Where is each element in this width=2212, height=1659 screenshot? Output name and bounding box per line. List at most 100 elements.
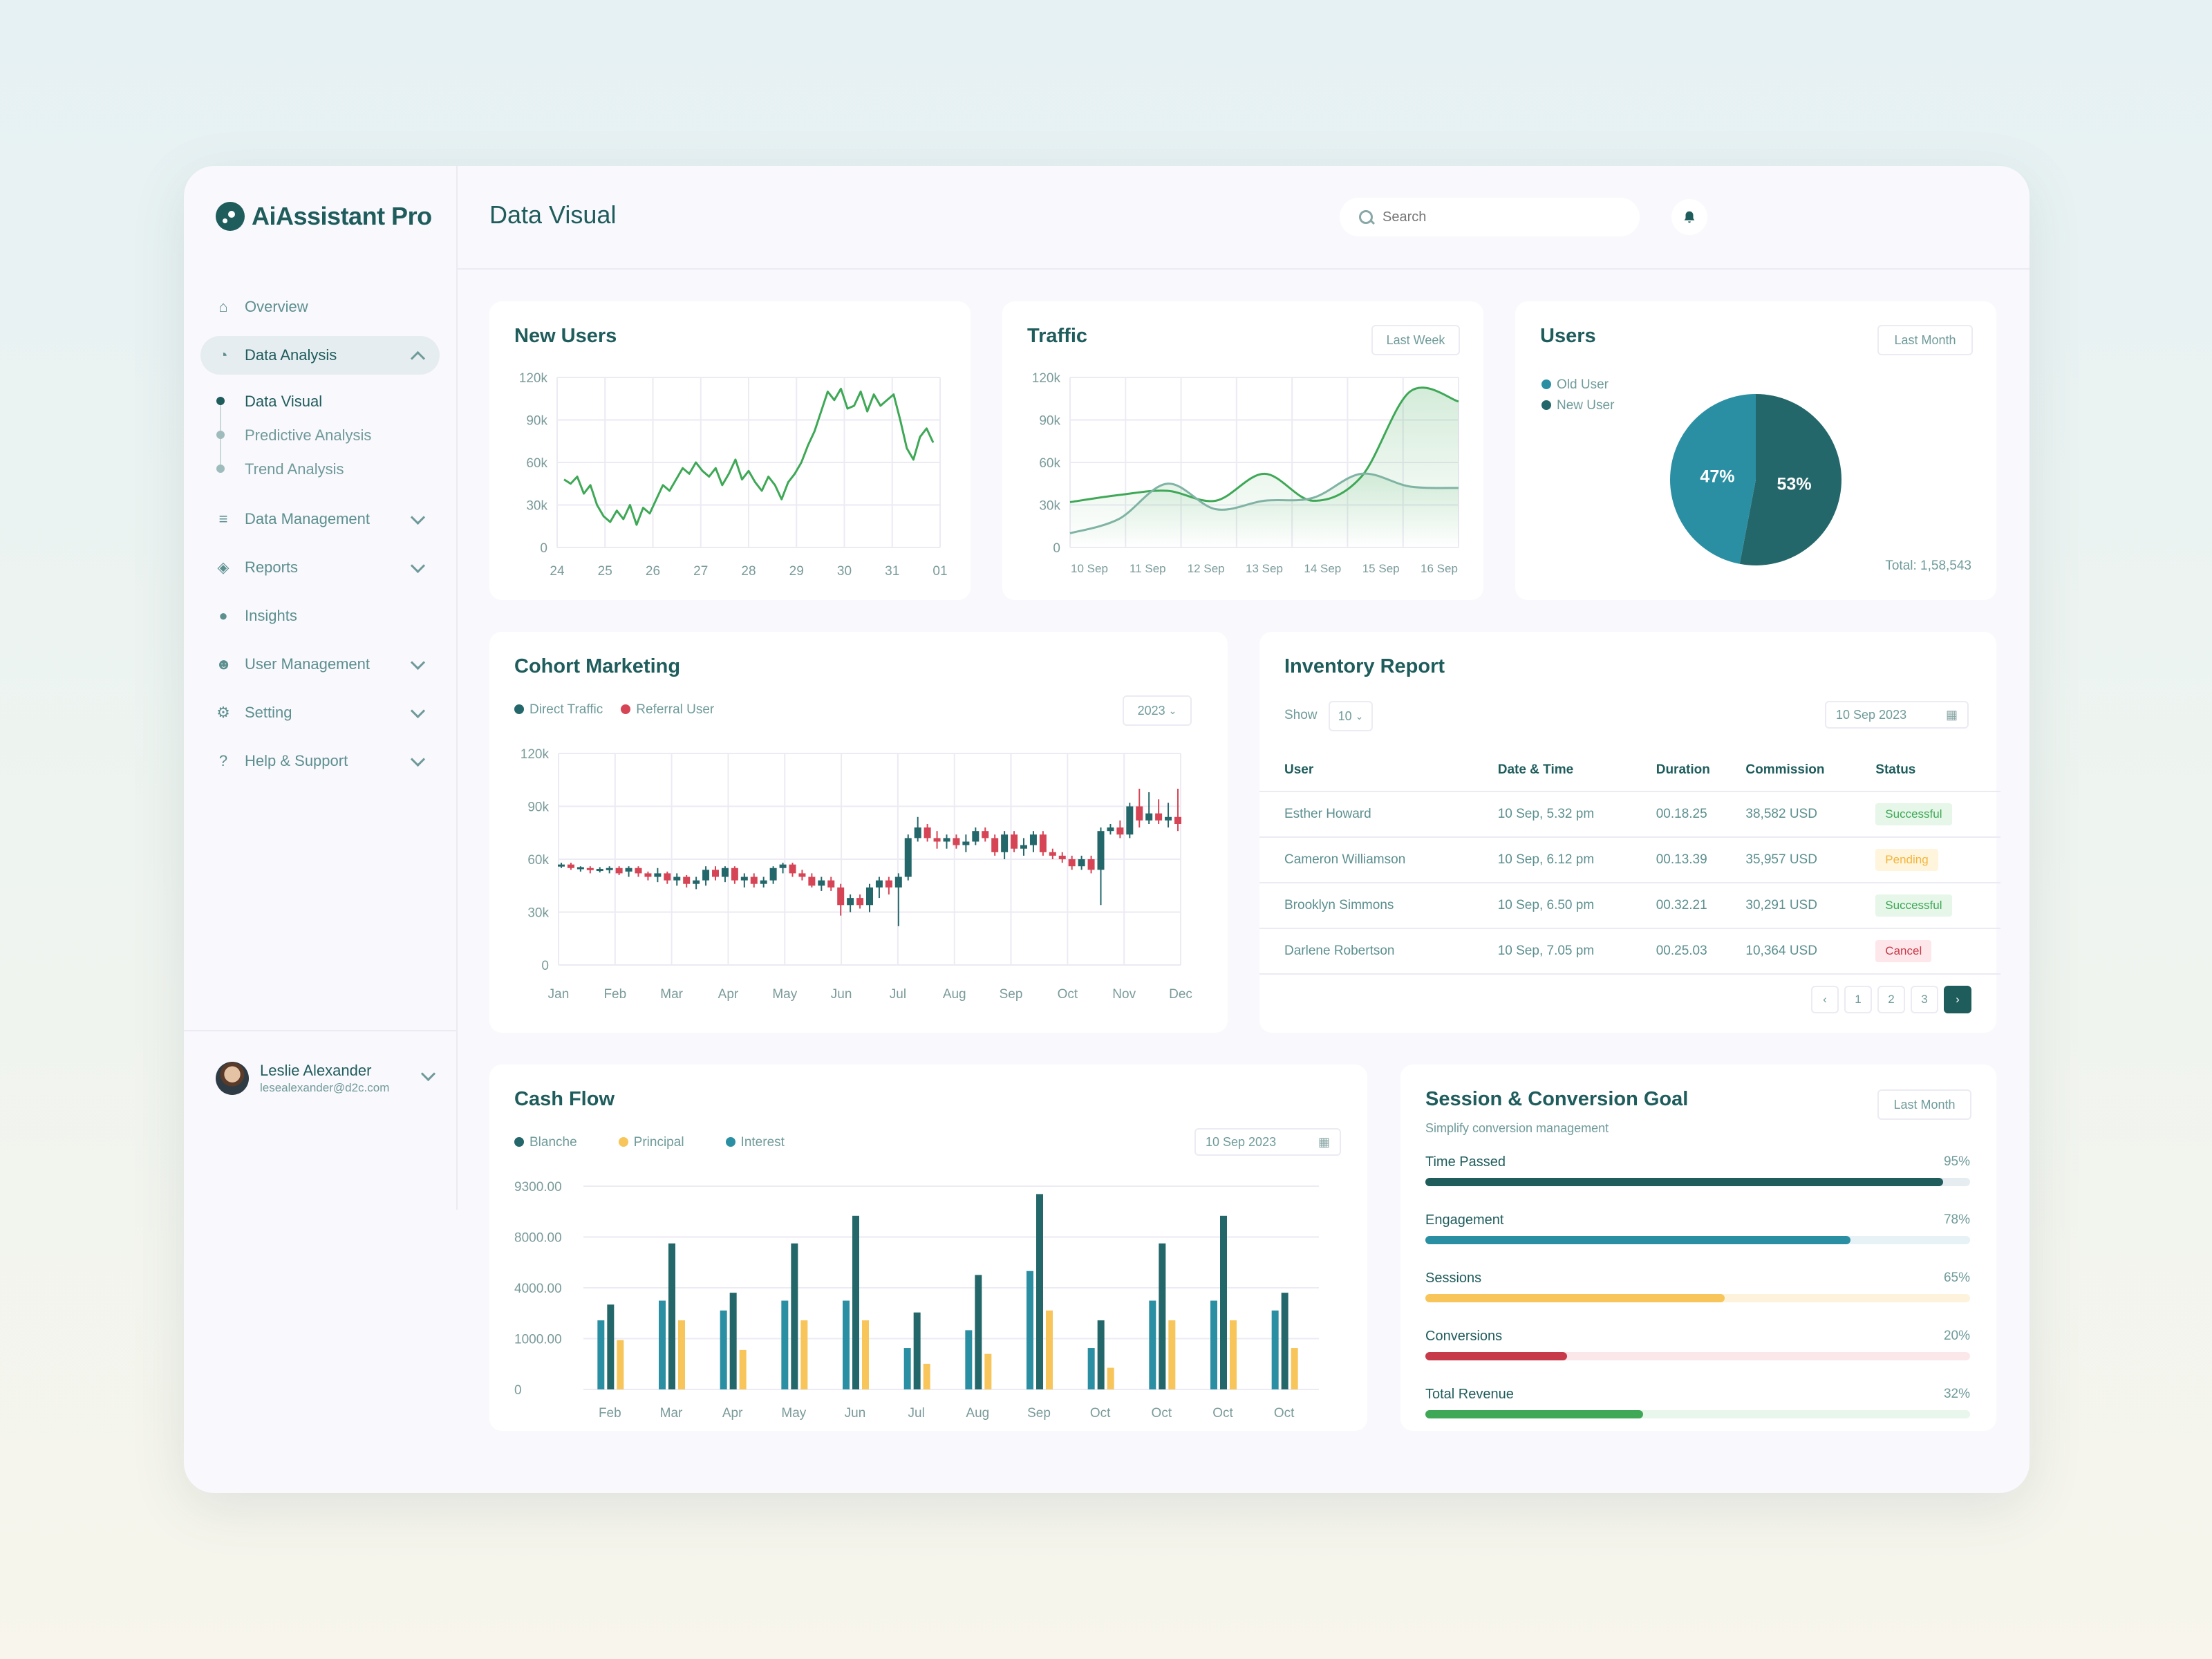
user-profile[interactable]: Leslie Alexander lesealexander@d2c.com xyxy=(216,1062,436,1095)
goal-percent: 65% xyxy=(1943,1271,1970,1285)
search-bar[interactable] xyxy=(1340,198,1640,236)
table-row[interactable]: Esther Howard 10 Sep, 5.32 pm 00.18.25 38,5… xyxy=(1259,791,2000,838)
sidebar-subitem-predictive-analysis[interactable]: Predictive Analysis xyxy=(216,418,440,452)
x-tick-label: Oct xyxy=(1090,1406,1111,1421)
date-picker[interactable]: 10 Sep 2023 ▦ xyxy=(1825,701,1969,729)
sidebar-item-label: Setting xyxy=(245,704,292,721)
candle-body xyxy=(1136,806,1143,821)
legend-label: Blanche xyxy=(529,1135,577,1150)
page-button[interactable]: 3 xyxy=(1911,986,1938,1013)
chevron-down-icon[interactable] xyxy=(410,703,426,719)
sidebar-item-help-support[interactable]: ? Help & Support xyxy=(200,742,440,780)
column-header: Status xyxy=(1875,749,2000,792)
search-input[interactable] xyxy=(1381,208,1612,226)
legend-label: New User xyxy=(1557,398,1615,413)
candle-body xyxy=(875,880,883,888)
bar xyxy=(1159,1243,1166,1389)
bar xyxy=(843,1300,850,1389)
next-page-button[interactable]: › xyxy=(1944,986,1971,1013)
series-line xyxy=(1069,472,1459,534)
progress-fill xyxy=(1425,1352,1567,1360)
sidebar-subitem-data-visual[interactable]: Data Visual xyxy=(216,384,440,418)
calendar-icon: ▦ xyxy=(1318,1134,1330,1149)
pie-slice xyxy=(1739,394,1841,565)
logo[interactable]: AiAssistant Pro xyxy=(216,202,432,231)
users-legend: Old User New User xyxy=(1541,377,1614,413)
year-select[interactable]: 2023 ⌄ xyxy=(1123,695,1192,726)
sidebar-item-setting[interactable]: ⚙ Setting xyxy=(200,693,440,732)
sidebar-subitem-trend-analysis[interactable]: Trend Analysis xyxy=(216,452,440,486)
sidebar-item-user-management[interactable]: ☻ User Management xyxy=(200,645,440,684)
chevron-up-icon[interactable] xyxy=(410,350,426,366)
legend-dot-icon xyxy=(1541,400,1551,410)
sidebar-item-insights[interactable]: ● Insights xyxy=(200,597,440,635)
chevron-down-icon[interactable] xyxy=(410,751,426,767)
candle-body xyxy=(721,868,729,877)
y-tick-label: 120k xyxy=(1032,371,1061,386)
candle-body xyxy=(837,887,845,906)
y-tick-label: 60k xyxy=(527,853,549,868)
goals-period-button[interactable]: Last Month xyxy=(1877,1089,1971,1120)
bar xyxy=(597,1320,605,1389)
pie-chart-icon: ◔ xyxy=(218,346,228,364)
rows-per-page-select[interactable]: 10 ⌄ xyxy=(1329,701,1373,731)
cohort-legend: Direct Traffic Referral User xyxy=(514,702,714,718)
candle-body xyxy=(731,868,738,881)
help-icon: ? xyxy=(218,752,228,769)
cohort-card: Cohort Marketing Direct Traffic Referral… xyxy=(489,632,1228,1033)
home-icon: ⌂ xyxy=(218,298,228,315)
table-row[interactable]: Cameron Williamson 10 Sep, 6.12 pm 00.13.3… xyxy=(1259,837,2000,883)
chevron-down-icon[interactable] xyxy=(420,1066,436,1082)
year-select-value: 2023 xyxy=(1137,703,1165,718)
table-row[interactable]: Brooklyn Simmons 10 Sep, 6.50 pm 00.32.21 3… xyxy=(1259,883,2000,929)
sidebar-item-label: Insights xyxy=(245,607,297,624)
bar xyxy=(1046,1310,1053,1389)
legend-item: Blanche xyxy=(514,1135,577,1150)
candle-body xyxy=(567,864,574,868)
prev-page-button[interactable]: ‹ xyxy=(1811,986,1839,1013)
progress-track xyxy=(1425,1178,1970,1186)
x-tick-label: 30 xyxy=(837,564,852,579)
bar xyxy=(1210,1300,1217,1389)
sidebar-item-reports[interactable]: ◈ Reports xyxy=(200,548,440,587)
traffic-period-button[interactable]: Last Week xyxy=(1371,325,1460,355)
sidebar-item-data-management[interactable]: ≡ Data Management xyxy=(200,500,440,538)
x-tick-label: Aug xyxy=(966,1406,989,1421)
date-picker[interactable]: 10 Sep 2023 ▦ xyxy=(1194,1128,1341,1156)
goal-label: Engagement xyxy=(1425,1212,1504,1228)
goal-item: Conversions 20% xyxy=(1425,1329,1970,1360)
chevron-down-icon[interactable] xyxy=(410,655,426,671)
cell-duration: 00.32.21 xyxy=(1655,883,1745,929)
sidebar-item-overview[interactable]: ⌂ Overview xyxy=(200,288,440,326)
user-email: lesealexander@d2c.com xyxy=(260,1081,390,1094)
goal-percent: 95% xyxy=(1943,1154,1970,1169)
table-row[interactable]: Darlene Robertson 10 Sep, 7.05 pm 00.25.03… xyxy=(1259,928,2000,975)
chevron-down-icon[interactable] xyxy=(410,558,426,574)
card-title: Cash Flow xyxy=(514,1088,615,1110)
x-tick-label: Apr xyxy=(718,987,739,1002)
x-tick-label: Jun xyxy=(831,987,852,1002)
x-tick-label: 27 xyxy=(693,564,708,579)
chevron-down-icon[interactable] xyxy=(410,509,426,525)
progress-fill xyxy=(1425,1410,1644,1418)
cashflow-card: Cash Flow Blanche Principal Interest 10 … xyxy=(489,1065,1367,1431)
x-tick-label: 28 xyxy=(741,564,756,579)
candle-body xyxy=(808,877,816,886)
goals-card: Session & Conversion Goal Simplify conve… xyxy=(1400,1065,1996,1431)
candle-body xyxy=(914,827,921,838)
bar xyxy=(975,1275,982,1389)
candle-body xyxy=(1020,845,1027,849)
cell-user: Brooklyn Simmons xyxy=(1259,883,1497,929)
users-card: Users Last Month Old User New User 53% 47… xyxy=(1515,301,1996,600)
notification-button[interactable] xyxy=(1671,199,1707,235)
sidebar-item-data-analysis[interactable]: ◔ Data Analysis xyxy=(200,336,440,375)
users-period-button[interactable]: Last Month xyxy=(1877,325,1973,355)
cell-commission: 10,364 USD xyxy=(1745,928,1875,975)
page-button[interactable]: 1 xyxy=(1844,986,1872,1013)
new-users-card: New Users 120k 90k 60k 30k 0 24 25 26 27 28 29 30 31… xyxy=(489,301,971,600)
status-badge: Successful xyxy=(1875,894,1952,917)
page-button[interactable]: 2 xyxy=(1877,986,1905,1013)
y-tick-label: 1000.00 xyxy=(514,1333,562,1347)
candle-body xyxy=(894,877,902,888)
bar xyxy=(852,1215,859,1389)
